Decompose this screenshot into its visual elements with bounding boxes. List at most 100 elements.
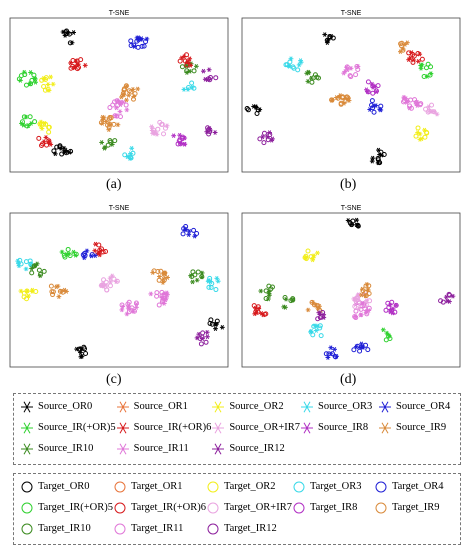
legend-marker: [379, 422, 391, 433]
source-point: [253, 104, 259, 109]
source-point: [264, 134, 270, 140]
legend-marker: [293, 502, 305, 513]
plot-frame: [9, 17, 229, 173]
legend-item-target-or1: Target_OR1: [113, 476, 206, 497]
asterisk-marker-icon: [116, 401, 129, 412]
source-point: [414, 99, 420, 105]
target-point: [162, 125, 168, 131]
legend-item-source-ir10: Source_IR10: [20, 438, 116, 459]
source-point: [325, 37, 331, 43]
plot-frame: [241, 212, 461, 368]
target-point: [132, 91, 138, 97]
cluster-source-ir10: [304, 69, 322, 85]
legend-label: Source_IR11: [133, 443, 189, 454]
legend-source-grid: Source_OR0 Source_OR1 Source_OR2 Source_OR3…: [20, 396, 456, 459]
target-point: [370, 90, 376, 96]
target-point: [177, 58, 183, 64]
target-point: [128, 89, 134, 95]
cluster-source-ir12: [201, 67, 219, 83]
target-point: [366, 305, 372, 311]
target-point: [29, 270, 35, 276]
target-point: [130, 96, 136, 102]
cluster-source-or3: [283, 56, 304, 73]
cluster-source-ir10: [258, 283, 275, 302]
source-point: [313, 328, 319, 333]
target-point: [338, 100, 344, 106]
cluster-source-ir-or-5: [19, 114, 38, 129]
legend-marker: [212, 443, 225, 454]
target-point: [375, 83, 381, 89]
target-point: [23, 82, 29, 88]
source-point: [129, 145, 135, 151]
target-point: [408, 97, 414, 103]
source-point: [62, 33, 68, 38]
source-point: [288, 56, 294, 62]
panel-label-c: (c): [106, 372, 122, 387]
legend-marker: [114, 523, 126, 534]
cluster-source-or2: [37, 119, 52, 135]
source-point: [375, 160, 381, 166]
source-point: [48, 74, 54, 80]
target-point: [45, 86, 51, 92]
cluster-source-ir10: [179, 60, 199, 75]
target-point: [189, 80, 195, 86]
target-point: [191, 85, 197, 91]
source-point: [117, 109, 123, 114]
target-point: [107, 114, 113, 120]
cluster-source-ir-or-6: [36, 135, 54, 149]
target-point: [326, 351, 332, 357]
legend-item-target-ir-or-5: Target_IR(+OR)5: [20, 497, 113, 518]
source-point: [165, 292, 170, 298]
source-point: [417, 131, 423, 137]
source-point: [23, 114, 29, 120]
panel-label-b: (b): [340, 177, 357, 192]
source-point: [450, 293, 456, 299]
legend-label: Source_IR(+OR)6: [133, 422, 212, 433]
source-point: [160, 280, 166, 285]
source-point: [121, 92, 127, 98]
target-point: [305, 248, 311, 254]
legend-label: Source_IR9: [396, 422, 447, 433]
legend-marker: [301, 422, 314, 433]
legend-marker: [212, 422, 225, 433]
source-point: [390, 306, 396, 312]
target-point: [425, 109, 431, 115]
source-point: [206, 67, 212, 73]
source-point: [365, 287, 371, 293]
panel-label-d: (d): [340, 372, 357, 387]
source-point: [411, 57, 417, 63]
legend-item-source-ir11: Source_IR11: [116, 438, 212, 459]
source-point: [71, 30, 77, 35]
target-point: [421, 74, 427, 80]
legend-marker: [301, 401, 314, 412]
source-point: [204, 329, 210, 335]
target-point: [261, 130, 267, 136]
source-point: [128, 151, 133, 156]
cluster-source-or4: [180, 223, 200, 239]
legend-item-source-ir8: Source_IR8: [300, 417, 378, 438]
target-point: [98, 120, 104, 126]
target-point: [318, 313, 324, 319]
legend-item-target-or3: Target_OR3: [292, 476, 374, 497]
cluster-source-ir9: [98, 114, 121, 132]
target-point: [312, 72, 318, 78]
source-point: [374, 89, 379, 95]
plot-title: T-SNE: [109, 10, 130, 17]
cluster-source-ir11: [107, 98, 130, 120]
target-point: [251, 303, 257, 309]
target-point: [353, 308, 359, 314]
cluster-source-ir10: [29, 261, 47, 279]
cluster-source-or-ir7: [98, 273, 120, 293]
cluster-source-or-ir7: [351, 291, 373, 311]
legend-label: Target_IR11: [130, 523, 184, 534]
source-point: [443, 294, 449, 300]
legend-item-source-ir12: Source_IR12: [211, 438, 300, 459]
source-point: [390, 310, 396, 316]
cluster-source-ir-or-6: [177, 52, 194, 68]
target-point: [351, 347, 357, 353]
source-point: [55, 283, 61, 289]
target-point: [66, 31, 72, 37]
source-point: [308, 328, 314, 334]
cluster-source-ir10: [281, 295, 296, 310]
target-point: [295, 67, 301, 73]
